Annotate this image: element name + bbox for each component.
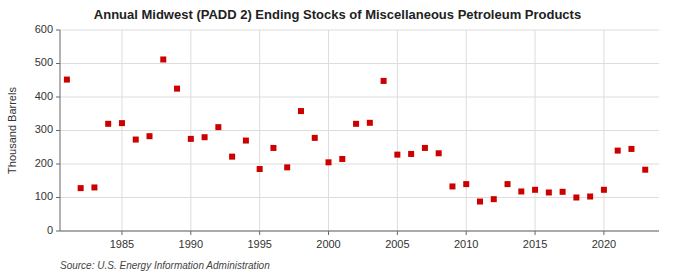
points: [64, 56, 648, 204]
x-tick: [535, 231, 536, 235]
point: [422, 145, 428, 151]
source-note: Source: U.S. Energy Information Administ…: [60, 260, 270, 271]
y-grid-line: [60, 63, 659, 64]
point: [505, 181, 511, 187]
y-tick: [56, 63, 60, 64]
y-tick-label: 0: [47, 224, 53, 236]
x-axis-line: [60, 231, 659, 232]
x-tick-label: 1985: [110, 238, 134, 250]
y-grid-line: [60, 30, 659, 31]
point: [215, 124, 221, 130]
x-tick: [121, 231, 122, 235]
point: [326, 159, 332, 165]
y-tick: [56, 130, 60, 131]
point: [119, 120, 125, 126]
x-tick: [603, 231, 604, 235]
x-grid-line: [190, 30, 191, 231]
point: [449, 183, 455, 189]
point: [188, 136, 194, 142]
point: [284, 164, 290, 170]
point: [408, 151, 414, 157]
point: [436, 150, 442, 156]
y-axis-label: Thousand Barrels: [6, 87, 18, 174]
x-grid-line: [397, 30, 398, 231]
y-axis-line: [60, 30, 61, 231]
point: [174, 86, 180, 92]
x-tick-label: 2000: [316, 238, 340, 250]
y-tick: [56, 197, 60, 198]
point: [477, 199, 483, 205]
x-tick-label: 2005: [385, 238, 409, 250]
chart-container: 0 100 200 300 400 500 600 1985 1990 1995 2000 2005 2…: [0, 0, 675, 275]
point: [105, 121, 111, 127]
y-tick-label: 400: [35, 90, 53, 102]
x-grid-line: [466, 30, 467, 231]
x-tick: [328, 231, 329, 235]
point: [353, 121, 359, 127]
background: [0, 0, 675, 275]
x-tick: [190, 231, 191, 235]
point: [532, 187, 538, 193]
x-grid-line: [535, 30, 536, 231]
point: [270, 145, 276, 151]
x-grid-line: [259, 30, 260, 231]
point: [573, 195, 579, 201]
x-tick-label: 2020: [592, 238, 616, 250]
x-tick: [466, 231, 467, 235]
point: [491, 196, 497, 202]
point: [642, 167, 648, 173]
point: [367, 120, 373, 126]
y-tick: [56, 231, 60, 232]
x-tick-label: 1995: [247, 238, 271, 250]
y-tick-label: 100: [35, 190, 53, 202]
point: [91, 184, 97, 190]
y-grid-line: [60, 164, 659, 165]
chart-svg: 0 100 200 300 400 500 600 1985 1990 1995 2000 2005 2…: [0, 0, 675, 275]
x-tick-label: 2015: [523, 238, 547, 250]
x-tick-label: 2010: [454, 238, 478, 250]
y-tick: [56, 30, 60, 31]
point: [160, 56, 166, 62]
point: [394, 152, 400, 158]
point: [298, 108, 304, 114]
point: [587, 193, 593, 199]
y-grid-line: [60, 197, 659, 198]
point: [229, 154, 235, 160]
point: [615, 148, 621, 154]
point: [381, 78, 387, 84]
point: [147, 133, 153, 139]
title: Annual Midwest (PADD 2) Ending Stocks of…: [94, 7, 581, 22]
x-tick-label: 1990: [179, 238, 203, 250]
point: [64, 77, 70, 83]
y-grid-line: [60, 130, 659, 131]
y-grid-line: [60, 97, 659, 98]
x-grid-line: [328, 30, 329, 231]
point: [78, 185, 84, 191]
x-tick: [397, 231, 398, 235]
point: [518, 188, 524, 194]
x-grid-line: [603, 30, 604, 231]
axes: 0 100 200 300 400 500 600 1985 1990 1995 2000 2005 2…: [35, 23, 659, 250]
x-tick: [259, 231, 260, 235]
x-grid-line: [121, 30, 122, 231]
point: [628, 146, 634, 152]
y-tick-label: 300: [35, 123, 53, 135]
point: [339, 156, 345, 162]
y-tick-label: 500: [35, 56, 53, 68]
point: [133, 137, 139, 143]
y-tick: [56, 97, 60, 98]
grid: [60, 30, 659, 231]
y-tick-label: 600: [35, 23, 53, 35]
point: [257, 166, 263, 172]
point: [312, 135, 318, 141]
y-tick: [56, 164, 60, 165]
point: [202, 134, 208, 140]
y-tick-label: 200: [35, 157, 53, 169]
point: [546, 189, 552, 195]
point: [560, 189, 566, 195]
point: [601, 187, 607, 193]
y-grid-line: [60, 231, 659, 232]
point: [243, 138, 249, 144]
point: [463, 181, 469, 187]
